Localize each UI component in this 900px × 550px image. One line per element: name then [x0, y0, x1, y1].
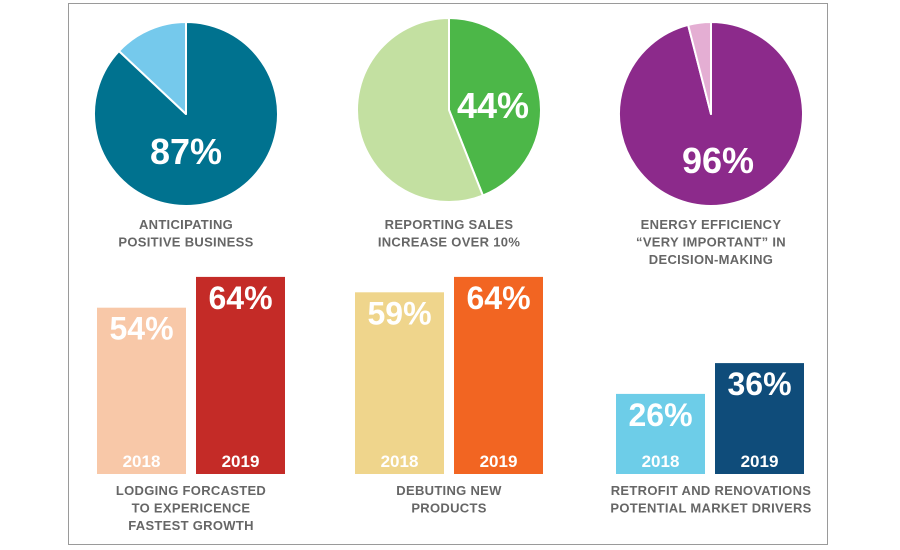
bar-chart-2-caption-line-1: DEBUTING NEW [396, 483, 502, 498]
bar-chart-1-caption-line-1: LODGING FORCASTED [116, 483, 266, 498]
bar-chart-3-value-label-2019: 36% [727, 366, 791, 402]
pie-3-caption-line-3: DECISION-MAKING [649, 252, 773, 267]
bar-chart-2-year-label-2019: 2019 [480, 452, 518, 471]
bar-chart-2-year-label-2018: 2018 [381, 452, 419, 471]
bar-chart-1-value-label-2018: 54% [109, 311, 173, 347]
pie-3-slice-2 [687, 21, 712, 115]
pie-2-value-label: 44% [457, 85, 529, 126]
pie-3-value-label: 96% [682, 140, 754, 181]
bar-chart-2-bar-2018 [355, 292, 444, 474]
pie-1-value-label: 87% [150, 131, 222, 172]
bar-chart-3-year-label-2018: 2018 [642, 452, 680, 471]
bar-chart-3-bar-2019 [715, 363, 804, 474]
bar-chart-2-bar-2019 [454, 276, 543, 474]
bar-chart-2-caption-line-2: PRODUCTS [411, 501, 486, 516]
bar-chart-1-caption-line-2: TO EXPERICENCE [132, 501, 251, 516]
bar-chart-3-caption-line-2: POTENTIAL MARKET DRIVERS [610, 501, 811, 516]
bar-chart-1-value-label-2019: 64% [208, 280, 272, 316]
bar-chart-1-year-label-2019: 2019 [222, 452, 260, 471]
pie-1-caption-line-1: ANTICIPATING [139, 217, 233, 232]
pie-2-caption-line-1: REPORTING SALES [385, 217, 514, 232]
infographic-frame [68, 3, 828, 545]
pie-2-slice-2 [356, 17, 484, 203]
pie-2-caption-line-2: INCREASE OVER 10% [378, 235, 521, 250]
bar-chart-2-value-label-2018: 59% [367, 295, 431, 331]
pie-3-caption-line-2: “VERY IMPORTANT” IN [636, 235, 786, 250]
bar-chart-1-bar-2019 [196, 276, 285, 474]
bar-chart-1-caption-line-3: FASTEST GROWTH [128, 518, 254, 533]
bar-chart-1-bar-2018 [97, 307, 186, 474]
pie-2-slice-1 [448, 17, 542, 197]
bar-chart-3-bar-2018 [616, 393, 705, 474]
pie-1-slice-2 [117, 21, 187, 115]
pie-3-caption-line-1: ENERGY EFFICIENCY [641, 217, 782, 232]
bar-chart-3-caption-line-1: RETROFIT AND RENOVATIONS [611, 483, 812, 498]
bar-chart-3-value-label-2018: 26% [628, 397, 692, 433]
bar-chart-1-year-label-2018: 2018 [123, 452, 161, 471]
bar-chart-3-year-label-2019: 2019 [741, 452, 779, 471]
pie-1-caption-line-2: POSITIVE BUSINESS [118, 235, 253, 250]
bar-chart-2-value-label-2019: 64% [466, 280, 530, 316]
